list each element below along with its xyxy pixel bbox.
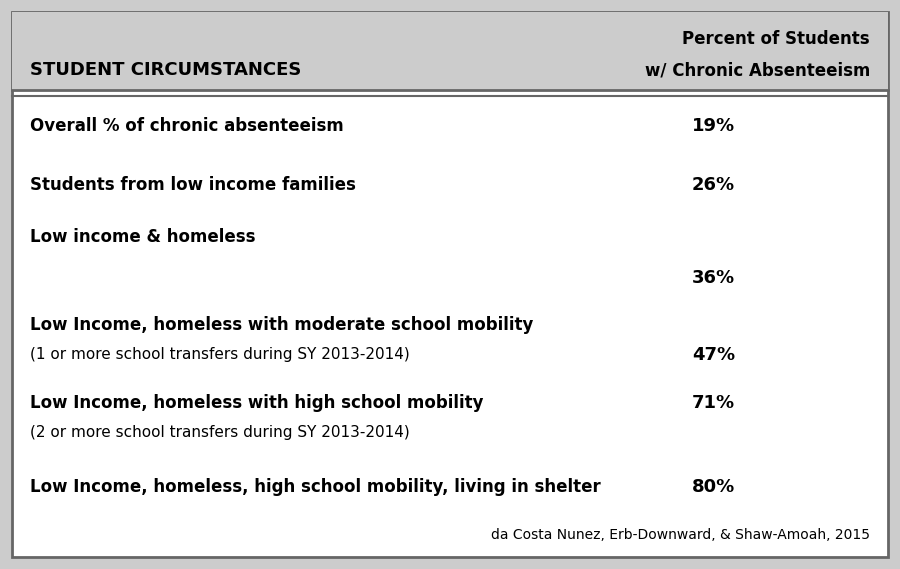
Text: 47%: 47% (692, 346, 735, 364)
Bar (12, 12, 888, 90)
Text: 19%: 19% (692, 117, 735, 135)
Text: 26%: 26% (692, 176, 735, 194)
Text: Low Income, homeless with moderate school mobility: Low Income, homeless with moderate schoo… (30, 316, 534, 334)
Text: Overall % of chronic absenteeism: Overall % of chronic absenteeism (30, 117, 344, 135)
Text: w/ Chronic Absenteeism: w/ Chronic Absenteeism (644, 61, 870, 79)
Text: Low Income, homeless, high school mobility, living in shelter: Low Income, homeless, high school mobili… (30, 479, 601, 496)
Text: 80%: 80% (692, 479, 735, 496)
Text: Low income & homeless: Low income & homeless (30, 228, 256, 246)
Text: da Costa Nunez, Erb-Downward, & Shaw-Amoah, 2015: da Costa Nunez, Erb-Downward, & Shaw-Amo… (491, 528, 870, 542)
Text: 36%: 36% (692, 269, 735, 287)
Text: STUDENT CIRCUMSTANCES: STUDENT CIRCUMSTANCES (30, 61, 302, 79)
Text: (1 or more school transfers during SY 2013-2014): (1 or more school transfers during SY 20… (30, 347, 410, 362)
Text: Low Income, homeless with high school mobility: Low Income, homeless with high school mo… (30, 394, 483, 412)
Text: Percent of Students: Percent of Students (682, 30, 870, 48)
Text: (2 or more school transfers during SY 2013-2014): (2 or more school transfers during SY 20… (30, 425, 410, 440)
Text: Students from low income families: Students from low income families (30, 176, 356, 194)
Text: 71%: 71% (692, 394, 735, 412)
